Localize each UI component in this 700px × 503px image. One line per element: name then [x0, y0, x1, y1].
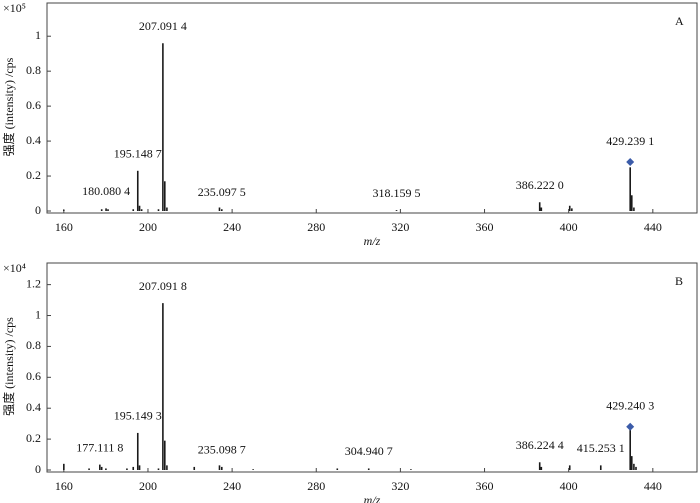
plot-frame — [46, 262, 698, 473]
x-tick-label: 160 — [55, 220, 73, 234]
peak-label: 195.149 3 — [114, 409, 162, 423]
y-tick-label: 1 — [35, 28, 41, 42]
y-tick-label: 0.8 — [26, 338, 41, 352]
panel-label: B — [675, 274, 683, 288]
x-axis-label: m/z — [364, 234, 381, 248]
x-tick-label: 320 — [391, 220, 409, 234]
peak-label: 318.159 5 — [373, 186, 421, 200]
panel-label: A — [675, 14, 684, 28]
y-axis-label: 强度 (intensity) /cps — [1, 317, 16, 416]
y-tick-label: 0.2 — [26, 168, 41, 182]
y-tick-label: 0 — [35, 462, 41, 476]
peak-label: 207.091 8 — [139, 279, 187, 293]
x-axis-label: m/z — [364, 493, 381, 503]
precursor-marker — [626, 422, 635, 431]
peak-label: 180.080 4 — [82, 184, 130, 198]
peak-label: 386.224 4 — [516, 438, 564, 452]
x-tick-label: 440 — [644, 220, 662, 234]
x-tick-label: 160 — [55, 479, 73, 493]
x-tick-label: 200 — [139, 220, 157, 234]
scale-label: ×10⁴ — [3, 261, 26, 275]
y-tick-label: 1 — [35, 307, 41, 321]
x-tick-label: 200 — [139, 479, 157, 493]
y-tick-label: 0.6 — [26, 98, 41, 112]
x-tick-label: 240 — [223, 220, 241, 234]
x-tick-label: 240 — [223, 479, 241, 493]
x-tick-label: 280 — [307, 479, 325, 493]
peak-label: 304.940 7 — [345, 444, 393, 458]
x-tick-label: 400 — [560, 220, 578, 234]
y-tick-label: 0.6 — [26, 369, 41, 383]
y-tick-label: 1.2 — [26, 276, 41, 290]
peak-label: 386.222 0 — [516, 178, 564, 192]
y-tick-label: 0.4 — [26, 400, 41, 414]
x-tick-label: 400 — [560, 479, 578, 493]
y-tick-label: 0.4 — [26, 133, 41, 147]
peak-label: 177.111 8 — [76, 440, 123, 454]
y-tick-label: 0 — [35, 203, 41, 217]
y-tick-label: 0.8 — [26, 63, 41, 77]
peak-label: 415.253 1 — [577, 441, 625, 455]
x-tick-label: 320 — [391, 479, 409, 493]
x-tick-label: 280 — [307, 220, 325, 234]
peak-label: 429.239 1 — [606, 134, 654, 148]
scale-label: ×10⁵ — [3, 1, 26, 15]
precursor-marker — [626, 158, 635, 167]
peak-label: 429.240 3 — [606, 398, 654, 412]
x-tick-label: 360 — [476, 479, 494, 493]
peak-label: 235.098 7 — [198, 443, 246, 457]
peak-label: 235.097 5 — [198, 185, 246, 199]
x-tick-label: 440 — [644, 479, 662, 493]
peak-label: 195.148 7 — [114, 147, 162, 161]
peak-label: 207.091 4 — [139, 19, 187, 33]
y-axis-label: 强度 (intensity) /cps — [1, 57, 16, 156]
plot-frame — [46, 2, 698, 214]
x-tick-label: 360 — [476, 220, 494, 234]
y-tick-label: 0.2 — [26, 431, 41, 445]
